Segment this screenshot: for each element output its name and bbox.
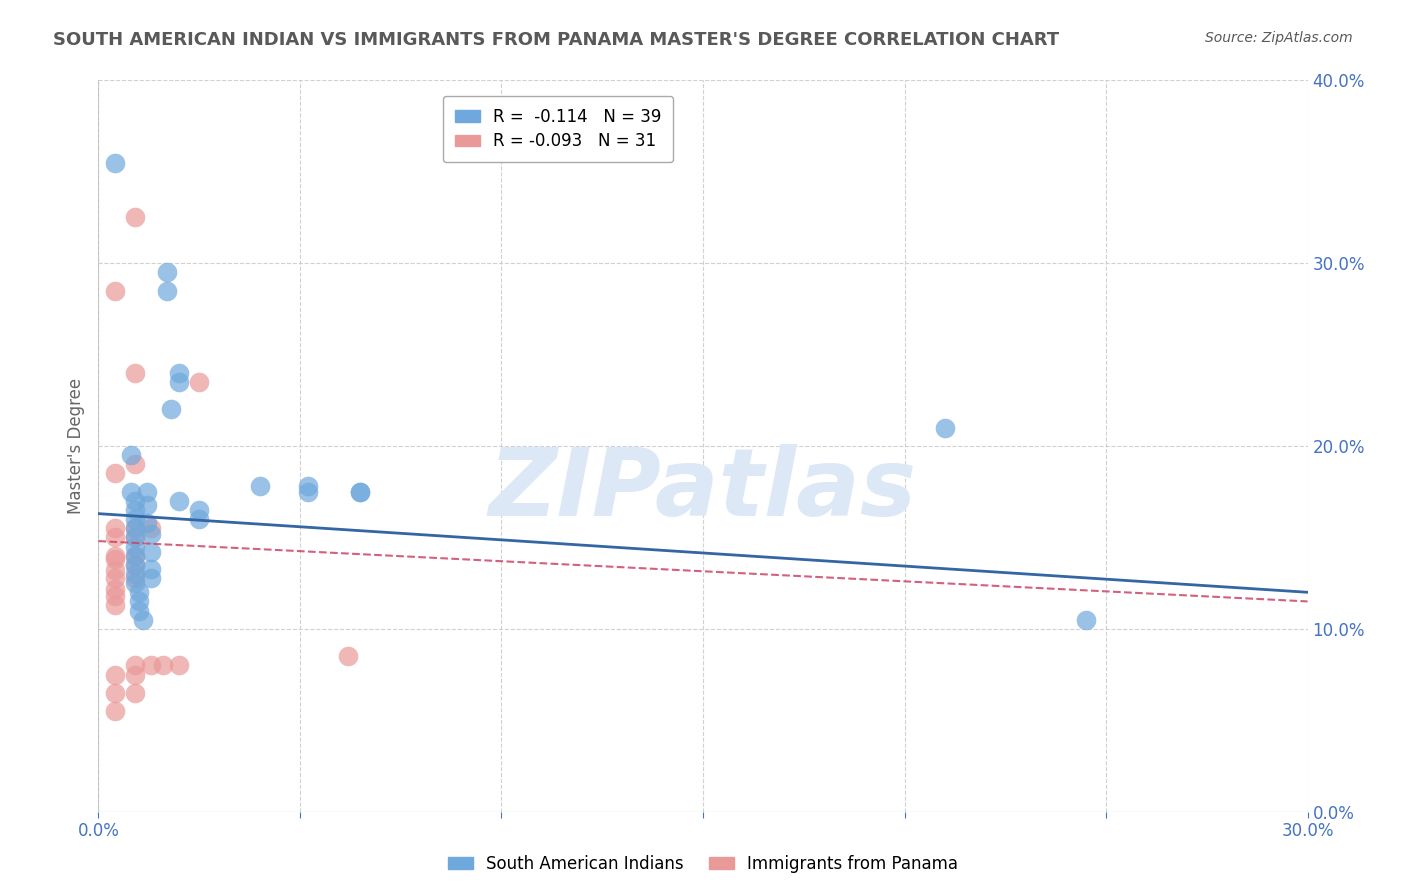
- Text: SOUTH AMERICAN INDIAN VS IMMIGRANTS FROM PANAMA MASTER'S DEGREE CORRELATION CHAR: SOUTH AMERICAN INDIAN VS IMMIGRANTS FROM…: [53, 31, 1060, 49]
- Point: [167, 658, 190, 673]
- Point: [124, 503, 146, 517]
- Point: [188, 375, 211, 389]
- Legend: R =  -0.114   N = 39, R = -0.093   N = 31: R = -0.114 N = 39, R = -0.093 N = 31: [443, 96, 673, 162]
- Point: [188, 503, 211, 517]
- Point: [139, 561, 162, 575]
- Point: [139, 658, 162, 673]
- Point: [1074, 613, 1097, 627]
- Point: [128, 585, 150, 599]
- Point: [139, 521, 162, 535]
- Point: [297, 484, 319, 499]
- Point: [934, 421, 956, 435]
- Point: [124, 658, 146, 673]
- Point: [139, 545, 162, 559]
- Point: [124, 549, 146, 563]
- Point: [132, 613, 155, 627]
- Point: [103, 667, 125, 681]
- Point: [124, 567, 146, 582]
- Point: [103, 563, 125, 577]
- Point: [124, 686, 146, 700]
- Y-axis label: Master's Degree: Master's Degree: [67, 378, 86, 514]
- Point: [297, 479, 319, 493]
- Point: [103, 582, 125, 596]
- Point: [128, 603, 150, 617]
- Point: [135, 484, 157, 499]
- Point: [249, 479, 271, 493]
- Point: [120, 484, 142, 499]
- Point: [124, 530, 146, 544]
- Point: [139, 571, 162, 585]
- Point: [152, 658, 174, 673]
- Point: [188, 512, 211, 526]
- Point: [124, 667, 146, 681]
- Point: [349, 484, 371, 499]
- Text: ZIPatlas: ZIPatlas: [489, 444, 917, 536]
- Point: [103, 467, 125, 481]
- Point: [103, 530, 125, 544]
- Point: [124, 540, 146, 554]
- Point: [349, 484, 371, 499]
- Point: [167, 494, 190, 508]
- Point: [103, 521, 125, 535]
- Point: [103, 549, 125, 563]
- Point: [124, 521, 146, 535]
- Point: [124, 494, 146, 508]
- Point: [135, 516, 157, 530]
- Point: [124, 530, 146, 544]
- Point: [337, 649, 360, 664]
- Point: [103, 686, 125, 700]
- Point: [139, 526, 162, 541]
- Point: [156, 265, 179, 279]
- Point: [124, 512, 146, 526]
- Point: [103, 552, 125, 566]
- Point: [135, 498, 157, 512]
- Point: [124, 576, 146, 591]
- Point: [103, 571, 125, 585]
- Point: [124, 521, 146, 535]
- Point: [160, 402, 183, 417]
- Legend: South American Indians, Immigrants from Panama: South American Indians, Immigrants from …: [441, 848, 965, 880]
- Point: [120, 448, 142, 462]
- Point: [103, 155, 125, 169]
- Text: Source: ZipAtlas.com: Source: ZipAtlas.com: [1205, 31, 1353, 45]
- Point: [167, 366, 190, 380]
- Point: [124, 366, 146, 380]
- Point: [124, 211, 146, 225]
- Point: [124, 571, 146, 585]
- Point: [167, 375, 190, 389]
- Point: [103, 704, 125, 718]
- Point: [103, 589, 125, 603]
- Point: [124, 558, 146, 572]
- Point: [128, 594, 150, 608]
- Point: [124, 549, 146, 563]
- Point: [103, 284, 125, 298]
- Point: [103, 598, 125, 612]
- Point: [124, 457, 146, 471]
- Point: [156, 284, 179, 298]
- Point: [124, 558, 146, 572]
